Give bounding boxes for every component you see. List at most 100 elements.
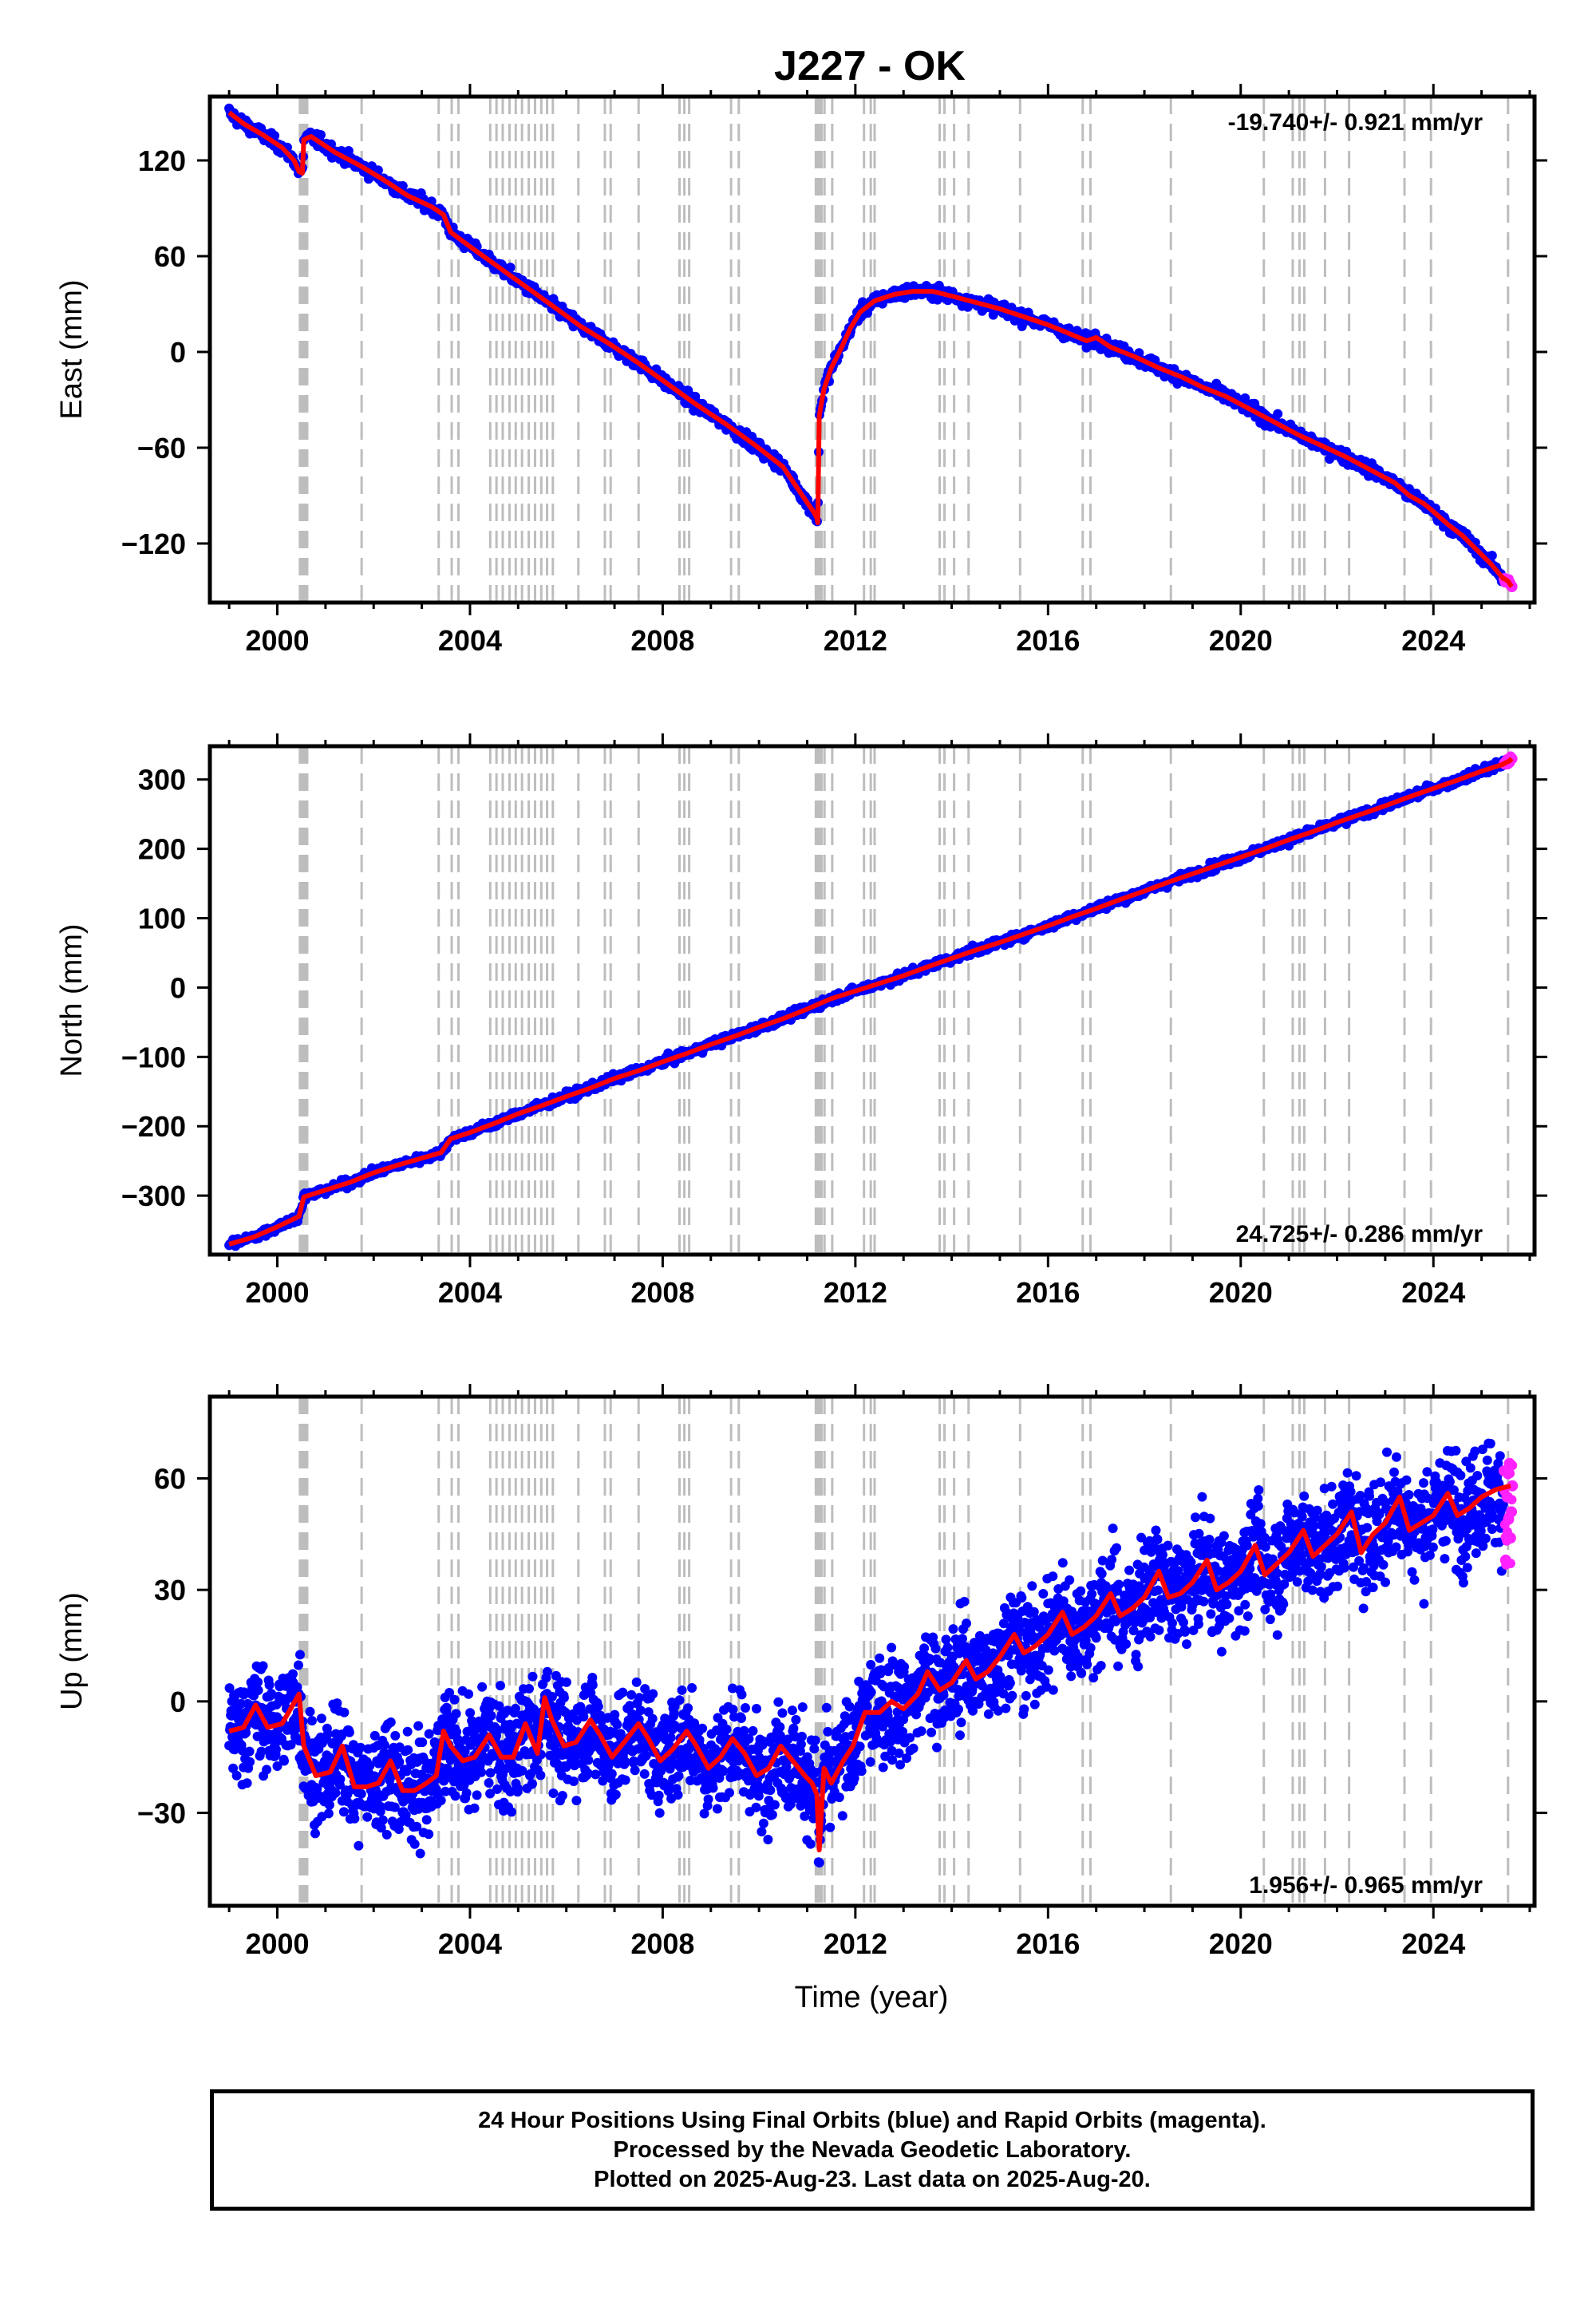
data-point <box>376 1823 386 1833</box>
data-point <box>548 1788 559 1798</box>
data-point <box>469 1803 480 1813</box>
axis-ticks: 2000 2004 2008 2012 2016 2020 20243002001000−1… <box>121 733 1547 1309</box>
data-point <box>741 1703 750 1713</box>
data-point <box>256 1746 267 1757</box>
data-point <box>344 1727 354 1737</box>
data-point <box>524 1684 534 1694</box>
data-point <box>654 1808 665 1818</box>
data-point <box>641 1751 651 1761</box>
data-point <box>415 1848 425 1859</box>
data-point <box>485 1788 496 1799</box>
data-point <box>737 1713 746 1723</box>
data-point <box>496 1681 505 1691</box>
data-point <box>335 1774 346 1784</box>
x-tick-label: 2004 <box>438 1276 502 1309</box>
data-point <box>579 1712 589 1722</box>
data-point <box>271 1745 281 1755</box>
data-point <box>765 1785 776 1796</box>
data-point <box>465 1708 476 1718</box>
data-point <box>718 1766 729 1777</box>
data-point <box>630 1765 640 1776</box>
data-point <box>571 1796 582 1806</box>
data-point <box>674 1695 685 1705</box>
data-point <box>673 1790 683 1800</box>
data-point <box>452 1727 462 1737</box>
data-point <box>424 1729 434 1739</box>
model-line <box>227 110 1514 589</box>
y-tick-label: −120 <box>121 528 186 560</box>
data-point <box>744 1733 754 1744</box>
chart-title: J227 - OK <box>774 43 966 89</box>
y-tick-label: 100 <box>138 903 186 935</box>
data-point <box>464 1689 474 1699</box>
plot-frame <box>207 744 1537 1257</box>
y-tick-label: 0 <box>170 971 186 1004</box>
axis-ticks: 2000 2004 2008 2012 2016 2020 2024120600−60−12… <box>121 84 1547 657</box>
data-point <box>640 1684 650 1694</box>
data-point <box>634 1693 645 1703</box>
data-point <box>228 1763 239 1773</box>
data-point <box>379 1740 389 1750</box>
data-point <box>492 1784 502 1794</box>
data-point <box>517 1765 527 1776</box>
x-tick-label: 2000 <box>245 624 309 657</box>
data-point <box>527 1671 538 1682</box>
data-point <box>403 1745 413 1755</box>
x-tick-label: 2008 <box>630 1276 694 1309</box>
data-point <box>751 1802 761 1812</box>
data-point <box>421 1815 432 1825</box>
data-point <box>757 1827 767 1837</box>
data-point <box>505 263 516 273</box>
data-point <box>440 1786 451 1796</box>
data-point <box>413 1721 424 1731</box>
data-point <box>486 1710 496 1721</box>
data-point <box>377 1815 388 1825</box>
x-tick-label: 2012 <box>824 624 887 657</box>
data-point <box>513 1784 523 1794</box>
data-point <box>527 1779 537 1789</box>
velocity-annotation: 24.725+/- 0.286 mm/yr <box>1236 1221 1483 1247</box>
data-point <box>354 1840 364 1851</box>
data-point <box>511 1703 520 1713</box>
y-tick-label: 200 <box>138 833 186 866</box>
x-tick-label: 2000 <box>245 1276 309 1309</box>
model-line <box>228 757 1514 1247</box>
data-point <box>625 1701 635 1711</box>
data-point <box>424 1829 434 1840</box>
data-point <box>752 1704 761 1713</box>
data-point <box>507 1807 516 1817</box>
y-axis-label: East (mm) <box>55 279 89 419</box>
data-point <box>646 1790 657 1800</box>
x-tick-label: 2012 <box>824 1276 887 1309</box>
data-point <box>401 1766 412 1777</box>
data-point <box>728 1705 738 1714</box>
data-point <box>450 1791 460 1801</box>
data-point <box>484 1778 494 1788</box>
x-tick-label: 2004 <box>438 624 502 657</box>
data-point <box>253 1677 263 1687</box>
data-point <box>376 1802 386 1812</box>
data-point <box>620 1775 630 1785</box>
data-point <box>262 1765 272 1775</box>
y-tick-label: 300 <box>138 764 186 796</box>
data-point <box>721 1724 732 1734</box>
data-point <box>699 1808 709 1819</box>
data-point <box>461 1788 472 1798</box>
data-point <box>236 1698 247 1709</box>
data-point <box>737 1690 747 1700</box>
x-tick-label: 2016 <box>1016 1276 1080 1309</box>
data-point <box>389 1802 400 1812</box>
data-point <box>647 1713 658 1724</box>
data-point <box>551 1711 562 1721</box>
data-point <box>307 1716 317 1726</box>
data-point <box>312 1784 322 1794</box>
data-point <box>323 1808 334 1819</box>
x-tick-label: 2024 <box>1401 624 1465 657</box>
event-lines <box>298 746 1510 1255</box>
y-tick-label: −60 <box>137 432 186 464</box>
event-lines <box>298 97 1510 603</box>
data-point <box>365 1761 375 1771</box>
x-tick-label: 2008 <box>630 624 694 657</box>
